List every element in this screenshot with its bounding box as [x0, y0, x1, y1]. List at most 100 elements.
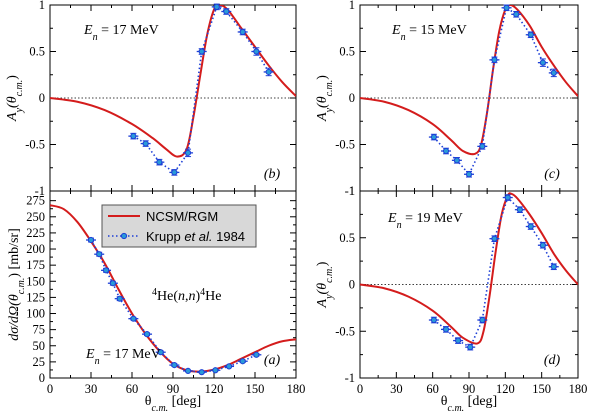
text-part: c.m.: [324, 80, 335, 97]
legend-frame: [101, 204, 257, 248]
text-part: = 19 MeV: [402, 211, 463, 226]
text-part: (θ: [5, 96, 20, 108]
y-tick-label: 0: [349, 91, 355, 105]
text-part: c.m.: [16, 278, 27, 295]
data-point: [87, 236, 95, 244]
text-part: He: [205, 289, 221, 304]
text-part: ,: [185, 289, 189, 304]
data-point: [513, 11, 520, 18]
x-tick-label: 150: [246, 382, 265, 396]
x-tick-label: 30: [85, 382, 98, 396]
data-point: [253, 48, 260, 55]
data-point: [550, 263, 557, 270]
text-part: (c): [544, 167, 560, 182]
data-point: [239, 28, 246, 36]
legend-exp-author: Krupp: [146, 229, 184, 244]
y-tick-label: 100: [26, 307, 45, 321]
data-point: [253, 351, 260, 358]
x-tick-label: 30: [390, 382, 403, 396]
energy-label: En = 17 MeV: [85, 347, 161, 367]
text-part: A: [315, 112, 330, 122]
data-point: [213, 3, 220, 10]
y-tick-label: 1: [349, 0, 355, 12]
data-point: [516, 206, 523, 213]
y-tick-label: 75: [33, 323, 46, 337]
energy-label: En = 17 MeV: [83, 23, 159, 43]
panel-b: -1 -0.5 0 0.5 1 Ay(θc.m.) En = 17 MeV (b): [5, 0, 297, 198]
text-part: n: [401, 32, 406, 43]
text-part: ) [mb/sr]: [7, 228, 22, 277]
data-point: [130, 133, 137, 140]
x-tick-label: 90: [167, 382, 180, 396]
y-tick-label: 0.5: [339, 231, 355, 245]
panel-label: (b): [264, 167, 281, 182]
text-part: n: [95, 356, 100, 367]
x-tick-label: 120: [205, 382, 224, 396]
x-axis-label-sub: c.m.: [152, 403, 169, 414]
data-point: [109, 280, 116, 287]
data-point: [156, 159, 163, 166]
x-tick-label: 60: [426, 382, 439, 396]
x-tick-label: 180: [287, 382, 306, 396]
data-point: [184, 149, 192, 156]
data-point: [198, 48, 205, 55]
data-point: [527, 31, 534, 38]
panel-label: (c): [544, 167, 560, 182]
data-point: [265, 68, 272, 76]
text-part: (d): [544, 353, 561, 368]
text-part: n: [397, 220, 402, 231]
panel-c: -1 -0.5 0 0.5 1 Ay(θc.m.) En = 15 MeV (c): [315, 0, 579, 198]
y-tick-label: 1: [39, 0, 45, 12]
x-tick-label: 180: [569, 382, 588, 396]
data-point: [171, 169, 178, 176]
x-axis-label-symbol: θ: [441, 394, 448, 409]
y-axis-label: Ay(θc.m.): [315, 261, 335, 308]
text-part: 4: [152, 287, 157, 298]
data-point: [157, 349, 164, 356]
y-axis-label: Ay(θc.m.): [315, 75, 335, 122]
y-tick-label: 175: [26, 258, 45, 272]
y-tick-label: 275: [26, 194, 45, 208]
text-part: y: [324, 294, 335, 300]
y-axis-label: dσ/dΩ(θc.m.) [mb/sr]: [7, 228, 27, 341]
data-point: [539, 242, 546, 249]
data-point: [223, 8, 230, 15]
text-part: A: [315, 298, 330, 308]
data-point: [465, 171, 473, 178]
text-part: E: [85, 347, 95, 362]
x-axis-label: θc.m. [deg]: [145, 394, 201, 414]
data-point: [467, 344, 474, 351]
x-axis-label-symbol: θ: [145, 394, 152, 409]
data-point: [479, 143, 486, 150]
data-point: [142, 140, 149, 147]
data-point: [442, 147, 450, 155]
data-point: [239, 358, 246, 365]
energy-label: En = 15 MeV: [391, 23, 467, 43]
x-tick-label: 0: [357, 382, 363, 396]
reaction-label: 4He(n,n)4He: [152, 287, 222, 305]
data-point: [430, 316, 437, 324]
text-part: (b): [264, 167, 281, 182]
y-tick-label: 0: [39, 371, 45, 385]
text-part: ): [315, 261, 330, 266]
legend-exp-year: 1984: [213, 229, 246, 244]
data-point: [198, 369, 205, 376]
data-point: [116, 295, 123, 302]
energy-label: En = 19 MeV: [387, 211, 463, 231]
text-part: n: [178, 289, 185, 304]
y-tick-label: 25: [33, 355, 46, 369]
y-tick-label: 0.5: [339, 45, 355, 59]
text-part: = 17 MeV: [100, 347, 161, 362]
x-axis-label-unit: [deg]: [464, 394, 497, 409]
text-part: ): [315, 75, 330, 80]
x-axis-label-unit: [deg]: [168, 394, 201, 409]
text-part: E: [391, 23, 401, 38]
text-part: (θ: [315, 96, 330, 108]
y-axis-label: Ay(θc.m.): [5, 75, 25, 122]
text-part: E: [83, 23, 93, 38]
data-point: [212, 367, 219, 374]
y-tick-label: -0.5: [335, 138, 355, 152]
y-tick-label: -0.5: [335, 324, 355, 338]
panel-d: 0 30 60 90 120 150 180 -1 -0.5 0 0.5 1 Ay(θc.m.) En =…: [315, 184, 587, 396]
